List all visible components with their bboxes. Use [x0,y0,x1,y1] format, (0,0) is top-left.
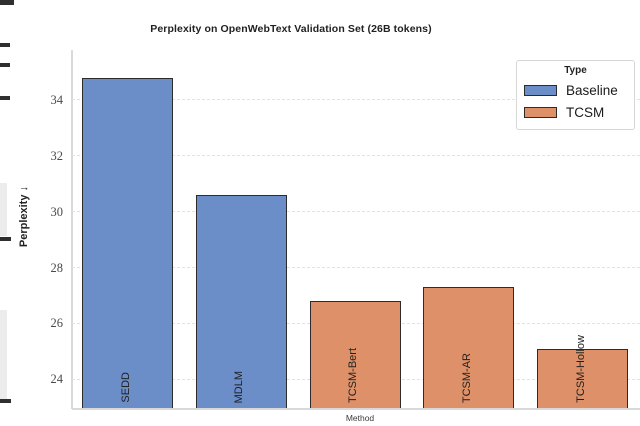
legend-entry-tcsm: TCSM [517,101,634,123]
legend-title: Type [564,65,587,76]
bar-label-sedd: SEDD [119,372,132,403]
bar-label-tcsm-bert: TCSM-Bert [347,347,360,403]
gridline-28 [72,267,640,268]
gridline-34 [72,99,640,101]
crop-artifact-dash [0,63,10,67]
crop-artifact-dash [0,0,14,5]
bar-sedd: SEDD [82,77,173,408]
legend-swatch-tcsm [524,106,557,118]
bar-label-tcsm-hollow: TCSM-Hollow [574,335,587,403]
ytick-label-34: 34 [50,92,64,107]
bar-label-mdlm: MDLM [233,370,246,403]
legend-swatch-baseline [524,84,557,96]
legend-entry-baseline: Baseline [517,79,634,101]
crop-artifact-dash [0,399,11,403]
ytick-label-24: 24 [50,372,64,387]
chart-title: Perplexity on OpenWebText Validation Set… [150,23,432,35]
legend-label-tcsm: TCSM [566,104,605,120]
crop-artifact-bar-sliver [0,183,7,236]
gridline-30 [72,211,640,213]
legend: Type Baseline TCSM [516,60,635,130]
crop-artifact-dash [0,237,11,241]
ytick-label-28: 28 [50,260,64,275]
legend-label-baseline: Baseline [566,82,618,98]
crop-artifact-dash [0,43,10,47]
crop-artifact-bar-sliver [0,310,7,399]
x-axis-spine [72,408,640,410]
bar-tcsm-bert: TCSM-Bert [309,301,401,408]
x-axis-label: Method [345,413,375,423]
crop-artifact-dash [0,96,10,100]
gridline-32 [72,155,640,157]
bar-tcsm-hollow: TCSM-Hollow [537,335,629,408]
y-axis-spine [71,50,73,409]
ytick-label-26: 26 [50,316,64,331]
bar-tcsm-ar: TCSM-AR [423,287,515,408]
ytick-label-32: 32 [50,148,64,163]
bar-mdlm: MDLM [195,194,287,408]
bar-label-tcsm-ar: TCSM-AR [460,352,473,403]
ytick-label-30: 30 [50,204,64,219]
